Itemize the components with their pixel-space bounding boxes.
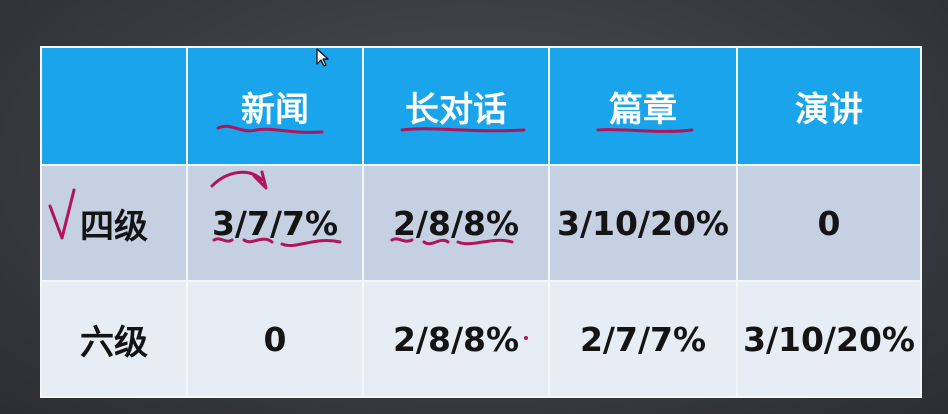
- header-news: 新闻: [186, 46, 364, 166]
- table-cell: 2/8/8%: [362, 164, 550, 282]
- table-cell: 0: [186, 280, 364, 398]
- table-cell: 2/7/7%: [548, 280, 738, 398]
- score-table: 新闻 长对话 篇章 演讲 四级 3/7/7% 2/8/8% 3/10/20% 0…: [40, 46, 922, 398]
- header-corner-cell: [40, 46, 188, 166]
- table-cell: 2/8/8%: [362, 280, 550, 398]
- table-cell: 3/10/20%: [548, 164, 738, 282]
- table-row: 四级 3/7/7% 2/8/8% 3/10/20% 0: [40, 164, 922, 282]
- table-cell: 0: [736, 164, 922, 282]
- header-passage: 篇章: [548, 46, 738, 166]
- row-label-cet6: 六级: [40, 280, 188, 398]
- row-label-cet4: 四级: [40, 164, 188, 282]
- table-cell: 3/7/7%: [186, 164, 364, 282]
- mouse-cursor-icon: [316, 48, 329, 67]
- table-cell: 3/10/20%: [736, 280, 922, 398]
- header-long-conversation: 长对话: [362, 46, 550, 166]
- header-lecture: 演讲: [736, 46, 922, 166]
- table-row: 六级 0 2/8/8% 2/7/7% 3/10/20%: [40, 280, 922, 398]
- score-table-container: 新闻 长对话 篇章 演讲 四级 3/7/7% 2/8/8% 3/10/20% 0…: [40, 46, 922, 398]
- table-header-row: 新闻 长对话 篇章 演讲: [40, 46, 922, 166]
